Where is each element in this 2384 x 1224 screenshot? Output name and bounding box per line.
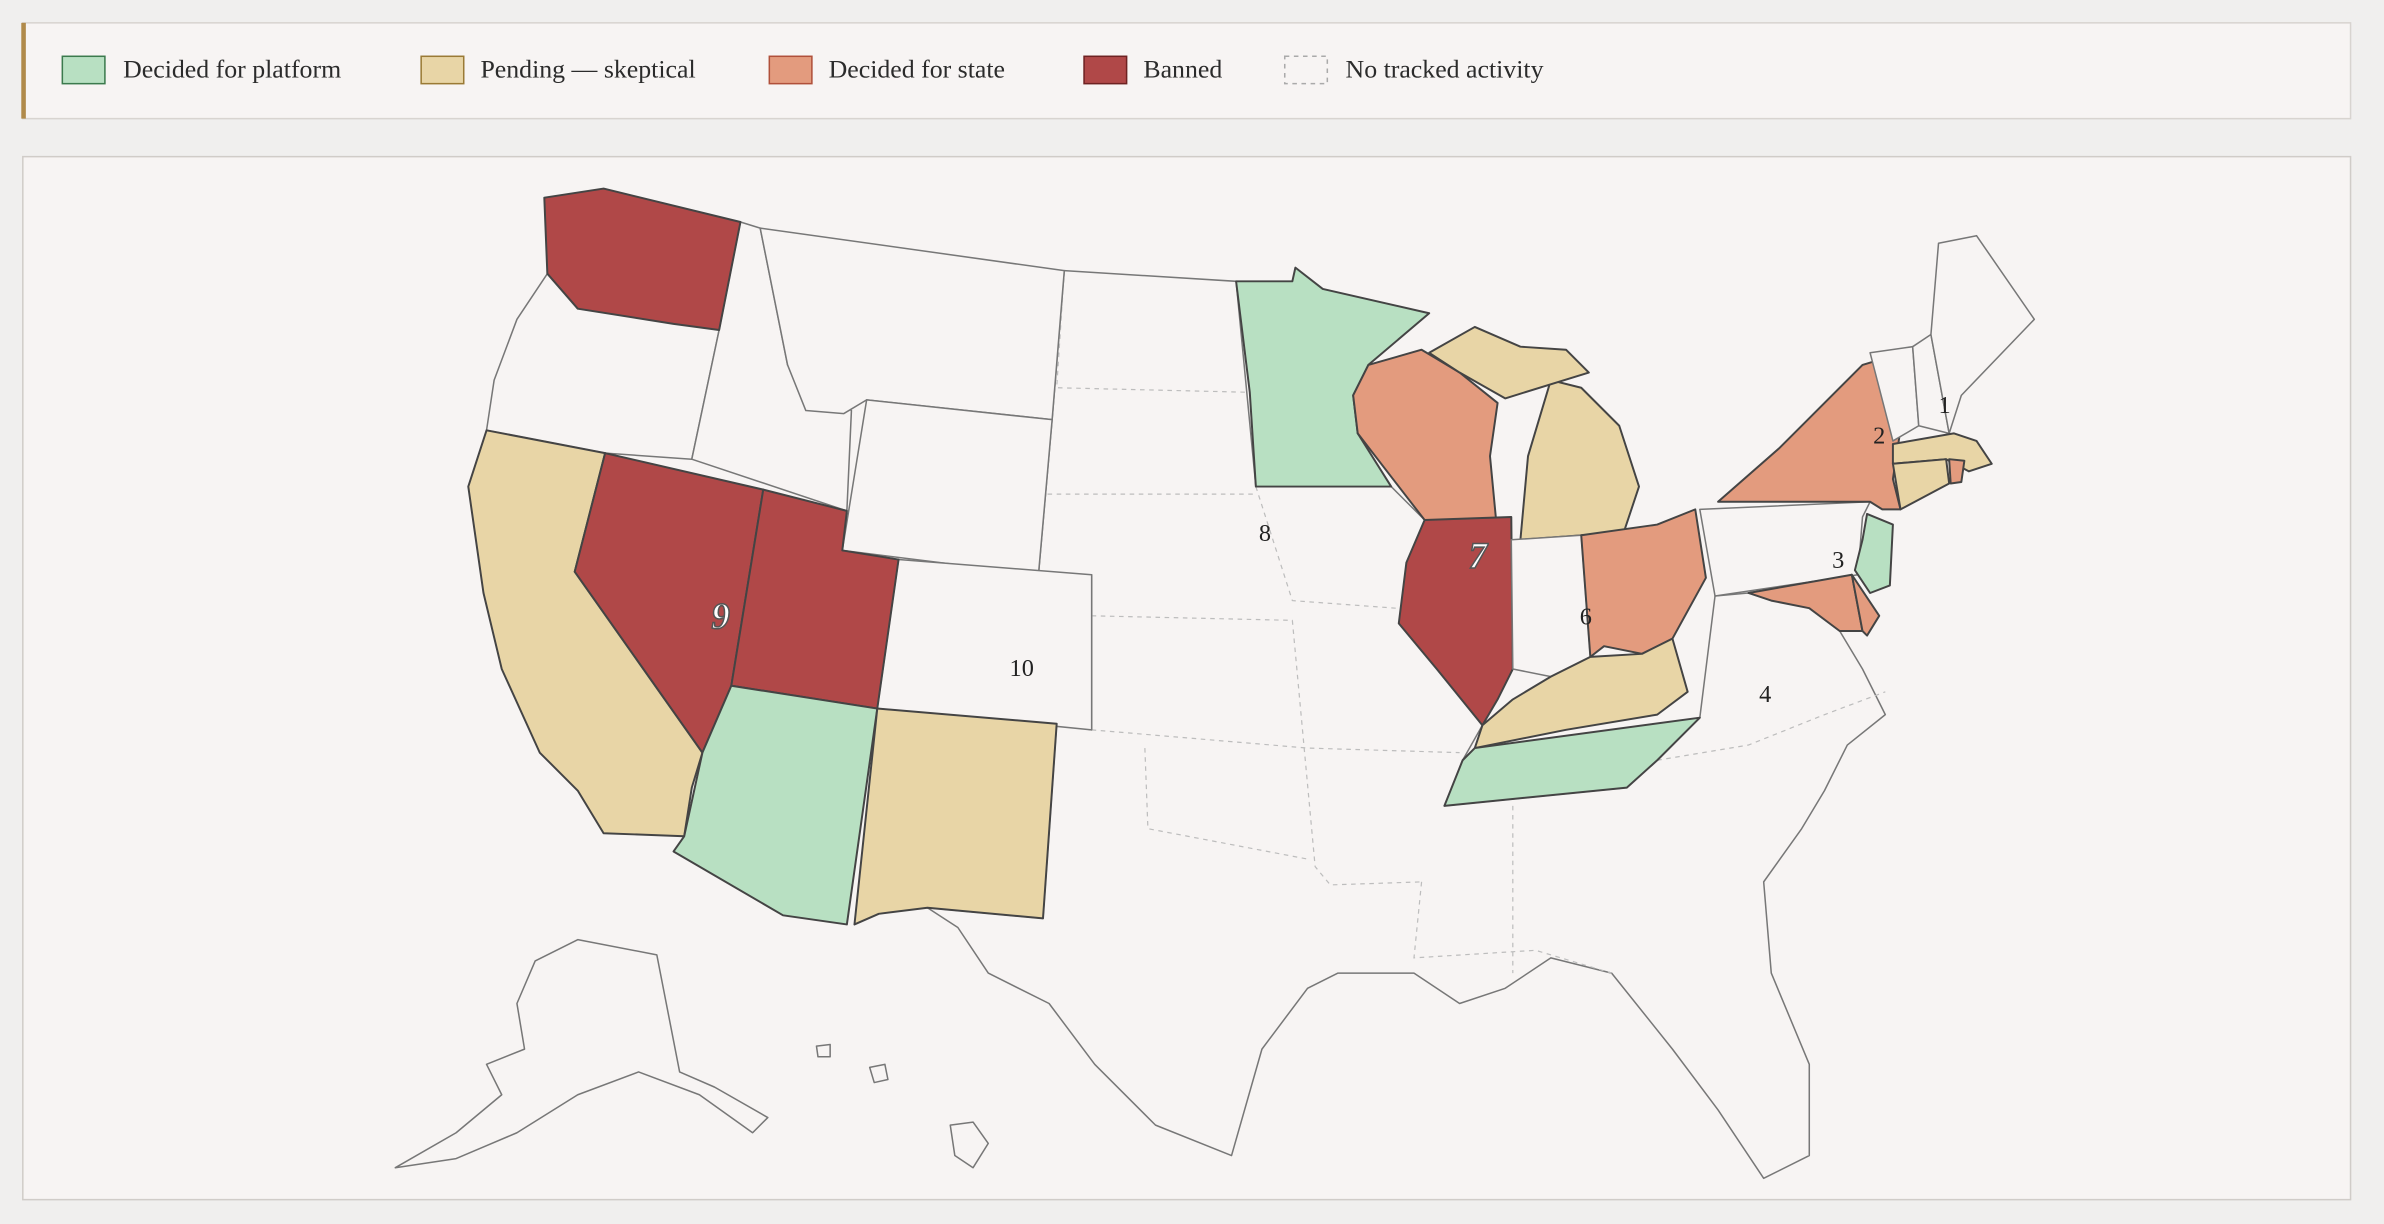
state-pending [1519, 379, 1640, 541]
state-pending [1473, 637, 1689, 750]
legend-label: No tracked activity [1346, 54, 1544, 83]
state [841, 399, 1053, 576]
state [759, 227, 1066, 421]
legend-swatch [420, 55, 465, 85]
state-pending [1891, 458, 1951, 511]
state-for-state [1948, 458, 1966, 485]
legend-accent [21, 22, 26, 119]
border [1091, 615, 1422, 886]
state-pending [853, 707, 1058, 926]
state [1510, 534, 1592, 678]
state [949, 1121, 990, 1169]
legend-label: Decided for state [829, 54, 1005, 83]
circuit-label: 8 [1259, 520, 1271, 547]
circuit-label: 2 [1873, 422, 1885, 449]
state [394, 938, 769, 1169]
border [1657, 691, 1886, 761]
legend-swatch [61, 55, 106, 85]
circuit-label: 1 [1939, 392, 1951, 419]
circuit-label: 9 [712, 596, 730, 637]
circuit-label: 7 [1469, 535, 1489, 576]
state-pending [1428, 325, 1590, 400]
border [1255, 486, 1396, 609]
state-banned [543, 187, 742, 331]
legend-label: Banned [1143, 54, 1222, 83]
circuit-label: 3 [1832, 547, 1844, 574]
state-platform [1443, 716, 1701, 807]
circuit-label: 10 [1010, 655, 1034, 682]
legend-label: Pending — skeptical [480, 54, 695, 83]
state [868, 1063, 889, 1084]
state [876, 558, 1093, 731]
legend-label: Decided for platform [123, 54, 341, 83]
circuit-label: 4 [1759, 681, 1771, 708]
state-platform [672, 684, 879, 926]
legend-panel [22, 22, 2352, 120]
legend: Decided for platform Pending — skeptical… [21, 22, 2352, 120]
circuit-labels: 1 2 3 4 6 7 8 9 10 [711, 392, 1951, 708]
legend-swatch [1283, 55, 1329, 85]
legend-swatch [768, 55, 813, 85]
legend-swatch [1083, 55, 1128, 85]
circuit-label: 6 [1580, 603, 1592, 630]
state-for-state [1850, 573, 1881, 637]
state-platform [1853, 512, 1894, 594]
state [815, 1043, 831, 1058]
map [394, 187, 2036, 1180]
border [1413, 881, 1612, 974]
